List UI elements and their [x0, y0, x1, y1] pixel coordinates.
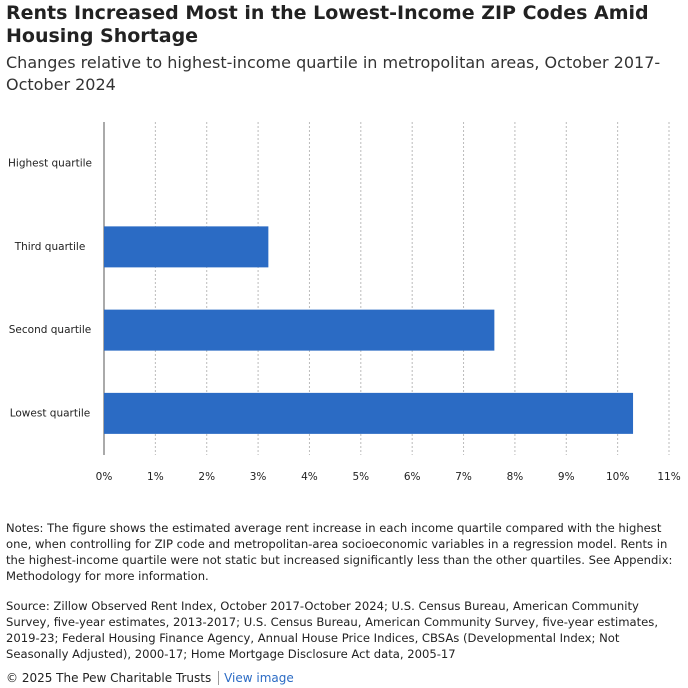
y-tick-label: Highest quartile: [8, 158, 92, 170]
chart-title: Rents Increased Most in the Lowest-Incom…: [6, 2, 649, 47]
view-image-link[interactable]: View image: [218, 671, 294, 685]
y-tick-label: Second quartile: [9, 324, 91, 336]
chart-subtitle: Changes relative to highest-income quart…: [6, 53, 661, 94]
x-tick-label: 8%: [507, 471, 524, 483]
x-tick-label: 5%: [352, 471, 369, 483]
copyright: © 2025 The Pew Charitable Trusts: [6, 671, 212, 685]
x-tick-label: 7%: [455, 471, 472, 483]
bar: [104, 309, 495, 351]
bar: [104, 226, 269, 268]
x-tick-label: 1%: [147, 471, 164, 483]
x-tick-label: 10%: [606, 471, 629, 483]
bar: [104, 392, 634, 434]
x-tick-label: 3%: [250, 471, 267, 483]
source: Source: Zillow Observed Rent Index, Octo…: [6, 599, 659, 661]
notes: Notes: The figure shows the estimated av…: [6, 521, 673, 583]
y-tick-label: Lowest quartile: [10, 407, 91, 419]
y-tick-label: Third quartile: [14, 241, 86, 253]
x-tick-label: 0%: [96, 471, 113, 483]
x-tick-label: 11%: [657, 471, 680, 483]
x-tick-label: 9%: [558, 471, 575, 483]
x-tick-label: 4%: [301, 471, 318, 483]
chart: 0% 1% 2% 3% 4% 5% 6% 7% 8% 9% 10% 11% Highest quarti…: [8, 122, 681, 483]
footer: © 2025 The Pew Charitable Trusts View im…: [6, 671, 682, 685]
x-tick-label: 6%: [404, 471, 421, 483]
x-tick-label: 2%: [198, 471, 215, 483]
